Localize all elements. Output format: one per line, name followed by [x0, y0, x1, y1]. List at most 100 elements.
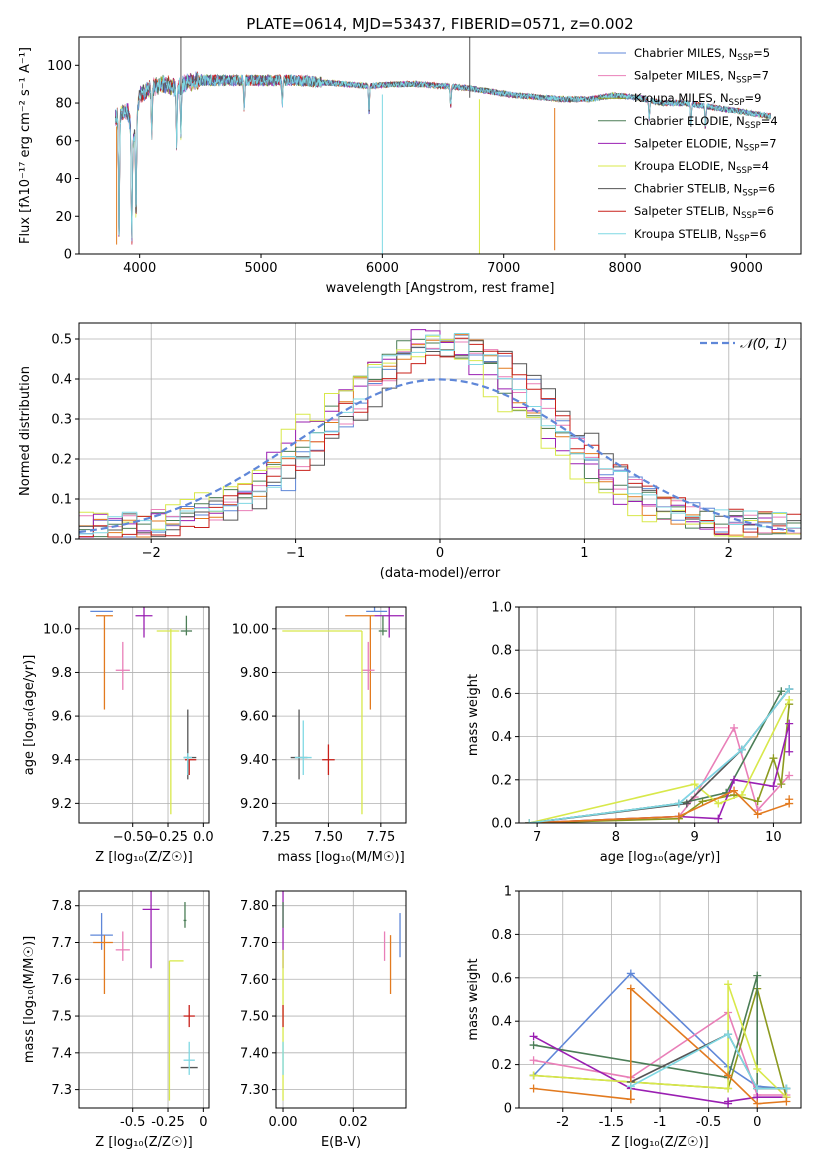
y-axis-label: age [log₁₀(age/yr)]: [22, 655, 37, 776]
y-tick-label: 7.7: [51, 936, 72, 951]
x-tick-label: 7000: [487, 261, 520, 276]
errorbar-point: [90, 913, 113, 950]
y-tick-label: 0.2: [51, 453, 72, 468]
legend-label: Salpeter ELODIE, NSSP=7: [634, 136, 777, 153]
x-tick-label: 10: [765, 830, 782, 845]
y-tick-label: 9.60: [240, 710, 269, 725]
errorbar-point: [322, 744, 335, 775]
y-tick-label: 0: [504, 1102, 512, 1117]
x-tick-label: -1: [654, 1115, 667, 1130]
series-line: [529, 688, 790, 823]
x-tick-label: 1: [580, 546, 588, 561]
series-marker: [753, 1099, 762, 1108]
x-tick-label: 6000: [366, 261, 399, 276]
series-marker: [724, 1097, 733, 1106]
series-marker: [785, 795, 794, 804]
axes-frame: [518, 890, 802, 1109]
series-marker: [724, 980, 733, 989]
y-tick-label: 9.40: [240, 753, 269, 768]
errorbar-point: [366, 607, 388, 613]
legend-label: 𝒩(0, 1): [740, 337, 787, 352]
y-tick-label: 0: [64, 248, 72, 263]
plot-area: [79, 329, 801, 538]
legend-label: Chabrier MILES, NSSP=5: [634, 46, 770, 63]
series-marker: [730, 786, 739, 795]
series-line: [630, 1033, 787, 1090]
x-tick-label: 0: [753, 1115, 761, 1130]
y-axis-label: Flux [fλ10⁻¹⁷ erg cm⁻² s⁻¹ A⁻¹]: [18, 47, 33, 244]
x-tick-label: 8: [612, 830, 620, 845]
plot-area: [115, 37, 772, 254]
y-tick-label: 0.1: [51, 493, 72, 508]
x-tick-label: −1: [286, 546, 305, 561]
x-tick-label: 9000: [730, 261, 763, 276]
x-tick-label: 7.50: [314, 830, 343, 845]
series-marker: [737, 745, 746, 754]
x-tick-label: 9: [691, 830, 699, 845]
series-marker: [626, 1082, 635, 1091]
legend-label: Salpeter STELIB, NSSP=6: [634, 204, 774, 221]
series-line: [529, 725, 790, 823]
y-tick-label: 9.80: [240, 666, 269, 681]
y-tick-label: 10.0: [43, 622, 72, 637]
series-marker: [769, 782, 778, 791]
series-marker: [785, 695, 794, 704]
y-tick-label: 60: [55, 134, 72, 149]
x-tick-label: -0.5: [696, 1115, 721, 1130]
y-tick-label: 9.20: [240, 797, 269, 812]
series-marker: [753, 810, 762, 819]
axes-frame: [275, 890, 407, 1109]
panel-spectrum: 4000 5000 6000 7000 8000 9000 0 20 40 60 80 100 wave…: [18, 36, 802, 296]
plot-area: [282, 891, 401, 1101]
series-marker: [785, 771, 794, 780]
x-axis-label: Z [log₁₀(Z/Z☉)]: [95, 850, 192, 865]
series-marker: [529, 1032, 538, 1041]
x-tick-label: 0.0: [193, 830, 214, 845]
errorbar-point: [183, 902, 187, 928]
series-marker: [529, 1084, 538, 1093]
axes-frame: [78, 322, 802, 540]
x-tick-label: 0.00: [269, 1115, 298, 1130]
x-axis-label: E(B-V): [321, 1135, 361, 1150]
axes-frame: [78, 606, 210, 824]
series-marker: [690, 780, 699, 789]
legend-label: Salpeter MILES, NSSP=7: [634, 69, 769, 86]
errorbar-point: [294, 720, 312, 775]
legend-label: Kroupa ELODIE, NSSP=4: [634, 159, 769, 176]
y-tick-label: 0.0: [491, 817, 512, 832]
series-marker: [785, 747, 794, 756]
errorbar-point: [93, 935, 113, 994]
legend-label: Kroupa MILES, NSSP=9: [634, 91, 761, 108]
errorbar-point: [374, 607, 404, 638]
series-marker: [674, 799, 683, 808]
errorbar-point: [180, 615, 193, 636]
x-tick-label: 0: [199, 1115, 207, 1130]
y-tick-label: 1: [504, 885, 512, 900]
y-tick-label: 0.8: [491, 644, 512, 659]
y-tick-label: 7.30: [240, 1083, 269, 1098]
panel-weight-vs-Z: -2 -1.5 -1 -0.5 0 0 0.2 0.4 0.6 0.8 1 Z [log₁₀(Z/Z☉…: [466, 885, 802, 1150]
panel-age-vs-mass: 7.25 7.50 7.75 9.20 9.40 9.60 9.80 10.00 mass [l…: [232, 606, 407, 865]
spectrum-line: [115, 72, 772, 239]
x-tick-label: −2: [142, 546, 161, 561]
y-tick-label: 40: [55, 172, 72, 187]
series-marker: [782, 1084, 791, 1093]
y-tick-label: 80: [55, 97, 72, 112]
y-tick-label: 100: [47, 59, 72, 74]
axes-frame: [518, 606, 802, 824]
panel-mass-vs-EBV: 0.00 0.02 7.30 7.40 7.50 7.60 7.70 7.80 E(B-V): [240, 890, 407, 1150]
series-marker: [785, 719, 794, 728]
y-tick-label: 0.4: [491, 730, 512, 745]
series-marker: [724, 1084, 733, 1093]
y-axis-label: Normed distribution: [18, 366, 33, 496]
histogram-step: [79, 333, 801, 538]
x-axis-label: wavelength [Angstrom, rest frame]: [326, 281, 555, 296]
errorbar-point: [282, 630, 363, 815]
errorbar-point: [135, 607, 153, 638]
y-tick-label: 0.4: [51, 373, 72, 388]
x-tick-label: 7.25: [262, 830, 291, 845]
errorbar-point: [115, 641, 130, 690]
y-tick-label: 0.2: [491, 1058, 512, 1073]
axes-frame: [275, 606, 407, 824]
